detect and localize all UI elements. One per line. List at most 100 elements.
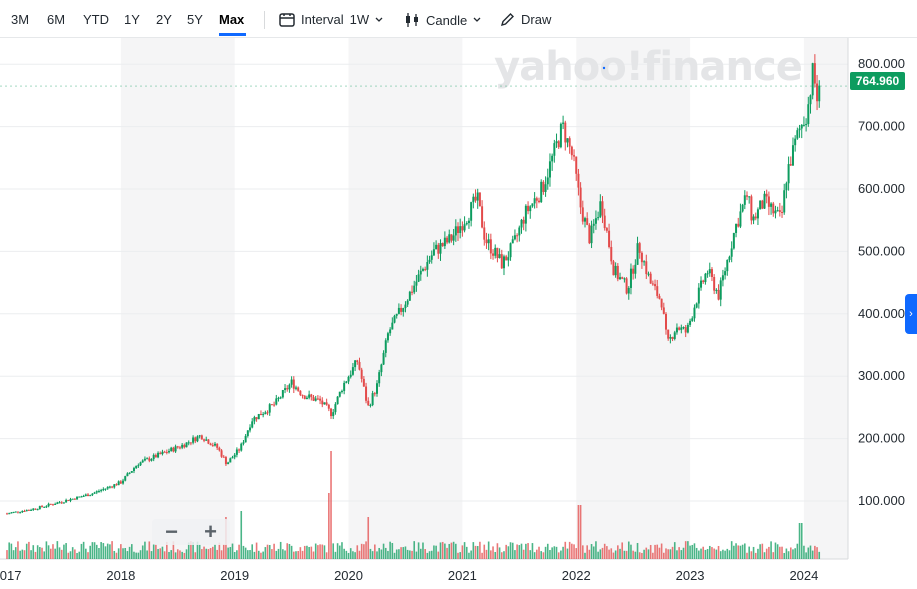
candle-body <box>198 435 201 437</box>
active-range-indicator <box>219 33 246 36</box>
chart-type-dropdown[interactable]: Candle <box>404 12 481 28</box>
candle-body <box>34 508 37 510</box>
volume-bar <box>553 546 556 559</box>
volume-bar <box>479 541 481 559</box>
candle-body <box>367 400 370 406</box>
volume-bar <box>203 546 205 559</box>
volume-bar <box>503 551 505 559</box>
candle-body <box>680 327 683 330</box>
candle-body <box>610 246 613 262</box>
candle-body <box>649 273 652 284</box>
candle-body <box>47 503 50 507</box>
volume-bar <box>676 550 678 559</box>
volume-bar <box>750 551 753 559</box>
candle-body <box>216 443 219 448</box>
volume-bar <box>708 545 711 559</box>
volume-bar <box>520 543 523 559</box>
candle-body <box>478 192 481 207</box>
candle-body <box>472 196 475 203</box>
volume-bar <box>754 552 757 559</box>
zoom-in-button[interactable]: + <box>204 519 217 544</box>
volume-bar <box>800 523 803 559</box>
price-chart[interactable]: 100.000 200.000 300.000 400.000 500.000 600.0… <box>0 38 917 589</box>
volume-bar <box>196 541 199 559</box>
candle-body <box>419 270 422 275</box>
candle-body <box>568 138 571 147</box>
range-2y-button[interactable]: 2Y <box>156 12 172 27</box>
volume-bar <box>617 545 619 559</box>
candle-body <box>629 268 632 288</box>
volume-bar <box>614 550 617 559</box>
pencil-icon <box>500 12 515 27</box>
volume-bar <box>137 552 140 559</box>
volume-bar <box>141 545 144 559</box>
interval-dropdown[interactable]: Interval 1W <box>279 12 383 27</box>
volume-bar <box>663 552 665 559</box>
volume-bar <box>222 544 225 559</box>
range-5y-button[interactable]: 5Y <box>187 12 203 27</box>
volume-bar <box>255 542 258 559</box>
candle-body <box>62 502 65 504</box>
volume-bar <box>338 545 341 559</box>
candle-body <box>724 271 727 276</box>
volume-bar <box>783 552 786 559</box>
candle-body <box>588 224 591 244</box>
candle-body <box>143 458 146 461</box>
volume-bar <box>341 542 343 559</box>
volume-bar <box>161 546 164 559</box>
candle-body <box>386 333 389 341</box>
range-1y-button[interactable]: 1Y <box>124 12 140 27</box>
volume-bar <box>531 543 534 559</box>
candle-body <box>130 471 133 473</box>
volume-bar <box>67 552 70 559</box>
candle-body <box>176 446 179 448</box>
volume-bar <box>779 546 781 559</box>
candle-body <box>69 499 72 501</box>
candle-body <box>211 445 214 447</box>
volume-bar <box>770 541 772 559</box>
draw-button[interactable]: Draw <box>500 12 551 27</box>
volume-bar <box>803 545 805 559</box>
volume-bar <box>776 544 779 559</box>
volume-bar <box>765 548 768 559</box>
volume-bar <box>546 543 549 559</box>
volume-bar <box>374 544 376 559</box>
volume-bar <box>6 550 8 559</box>
candle-body <box>494 247 497 256</box>
volume-bar <box>102 543 105 559</box>
candle-icon <box>404 12 420 28</box>
candle-body <box>566 138 569 143</box>
volume-bar <box>571 543 573 559</box>
candle-body <box>816 83 819 102</box>
volume-bar <box>654 544 656 559</box>
candle-body <box>669 337 672 339</box>
volume-bar <box>426 552 429 559</box>
range-max-button[interactable]: Max <box>219 12 245 27</box>
volume-bar <box>271 549 273 559</box>
volume-bar <box>124 547 127 559</box>
candle-body <box>553 143 556 156</box>
candle-body <box>689 320 692 325</box>
volume-bar <box>159 548 162 559</box>
candle-body <box>730 248 733 257</box>
zoom-out-button[interactable]: − <box>165 519 178 544</box>
range-3m-button[interactable]: 3M <box>11 12 30 27</box>
candle-body <box>664 313 667 330</box>
candle-body <box>481 206 484 228</box>
side-panel-toggle[interactable]: › <box>905 294 917 334</box>
candle-body <box>489 239 492 254</box>
candle-body <box>702 280 705 283</box>
candle-body <box>443 237 446 247</box>
candle-body <box>319 398 322 401</box>
volume-bar <box>363 544 365 559</box>
candle-body <box>459 226 462 234</box>
candle-body <box>146 458 149 460</box>
range-6m-button[interactable]: 6M <box>47 12 66 27</box>
volume-bar <box>78 551 81 559</box>
range-ytd-button[interactable]: YTD <box>83 12 109 27</box>
candle-body <box>417 274 420 282</box>
candle-body <box>137 465 140 467</box>
volume-bar <box>634 551 637 559</box>
volume-bar <box>139 550 142 559</box>
candle-body <box>117 481 120 486</box>
